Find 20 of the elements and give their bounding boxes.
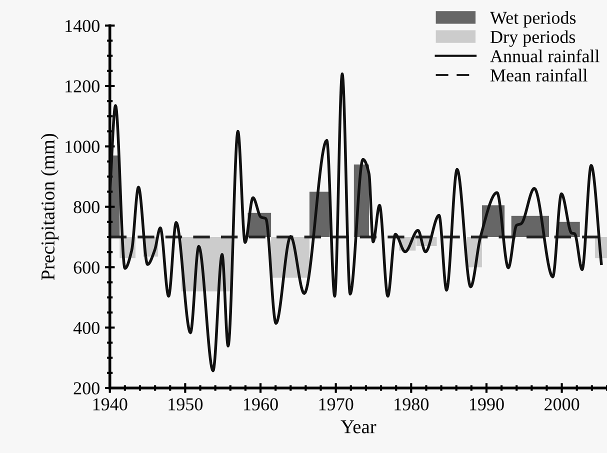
x-tick-label: 1990 (470, 398, 504, 410)
y-tick-label: 200 (74, 382, 100, 394)
y-tick-label: 400 (73, 322, 100, 334)
x-tick-label: 1950 (168, 398, 203, 410)
y-tick-label: 1400 (66, 20, 100, 32)
x-tick-label: 1960 (244, 398, 278, 410)
x-tick-label: 1940 (93, 398, 128, 410)
y-tick-label: 1000 (66, 140, 100, 153)
legend-label: Annual rainfall (490, 49, 600, 62)
legend-label: Mean rainfall (490, 68, 588, 82)
x-tick-label: 2000 (544, 398, 580, 410)
legend-label: Wet periods (490, 11, 576, 28)
x-tick-label: 1970 (319, 398, 354, 410)
y-tick-label: 600 (74, 261, 100, 274)
y-axis-title: Precipitation (mm) (40, 134, 58, 280)
legend-label: Dry periods (490, 30, 576, 47)
x-axis-title: Year (340, 420, 376, 434)
y-tick-label: 1200 (66, 80, 100, 92)
x-tick-label: 1980 (394, 398, 429, 410)
y-tick-label: 800 (74, 201, 100, 214)
